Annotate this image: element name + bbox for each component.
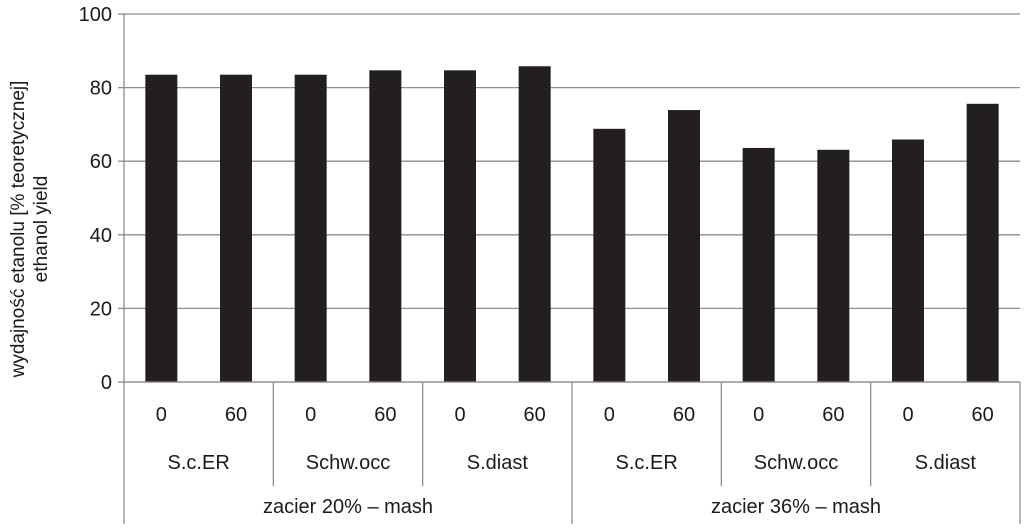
y-tick-label: 20 <box>90 298 112 320</box>
x-tick-label: 60 <box>524 404 546 426</box>
x-tick-label: 60 <box>972 404 994 426</box>
y-tick-label: 40 <box>90 225 112 247</box>
x-tick-label: 0 <box>753 404 764 426</box>
bar <box>742 147 775 382</box>
gridlines <box>124 13 1020 383</box>
x-tick-label: 0 <box>604 404 615 426</box>
x-group-label: Schw.occ <box>754 452 838 474</box>
bar <box>444 70 476 382</box>
bar <box>817 149 850 382</box>
x-tick-label: 60 <box>374 404 396 426</box>
y-tick-label: 80 <box>90 78 112 100</box>
x-group-label: S.diast <box>467 452 529 474</box>
x-tick-label: 0 <box>156 404 167 426</box>
x-tick-label: 0 <box>902 404 913 426</box>
bar <box>892 139 924 382</box>
x-group-label: S.c.ER <box>168 452 230 474</box>
bar <box>593 128 626 382</box>
x-axis: 0 60 0 60 0 60 0 60 0 60 0 60 S.c.ER Schw.occ S.diast S… <box>123 381 1021 524</box>
x-supergroup-label: zacier 20% – mash <box>263 496 433 518</box>
y-axis-label: wydajność etanolu [% teoretycznej] <box>8 81 29 379</box>
bar <box>966 103 999 383</box>
bar <box>668 110 700 382</box>
x-tick-label: 60 <box>673 404 695 426</box>
bar <box>369 70 402 382</box>
bar <box>294 74 327 382</box>
x-group-label: S.c.ER <box>616 452 678 474</box>
x-group-label: Schw.occ <box>306 452 390 474</box>
x-supergroup-label: zacier 36% – mash <box>711 496 881 518</box>
y-tick-label: 0 <box>101 372 112 394</box>
bar <box>220 74 252 382</box>
x-tick-label: 60 <box>225 404 247 426</box>
x-tick-label: 0 <box>454 404 465 426</box>
x-tick-label: 60 <box>822 404 844 426</box>
x-group-label: S.diast <box>915 452 977 474</box>
bars <box>145 66 999 383</box>
y-tick-label: 60 <box>90 151 112 173</box>
y-tick-label: 100 <box>79 4 112 26</box>
y-axis-ticks: 0 20 40 60 80 100 <box>79 4 125 394</box>
x-tick-label: 0 <box>305 404 316 426</box>
bar <box>145 74 178 382</box>
bar <box>518 66 551 383</box>
y-axis-label-english: ethanol yield <box>31 176 52 283</box>
